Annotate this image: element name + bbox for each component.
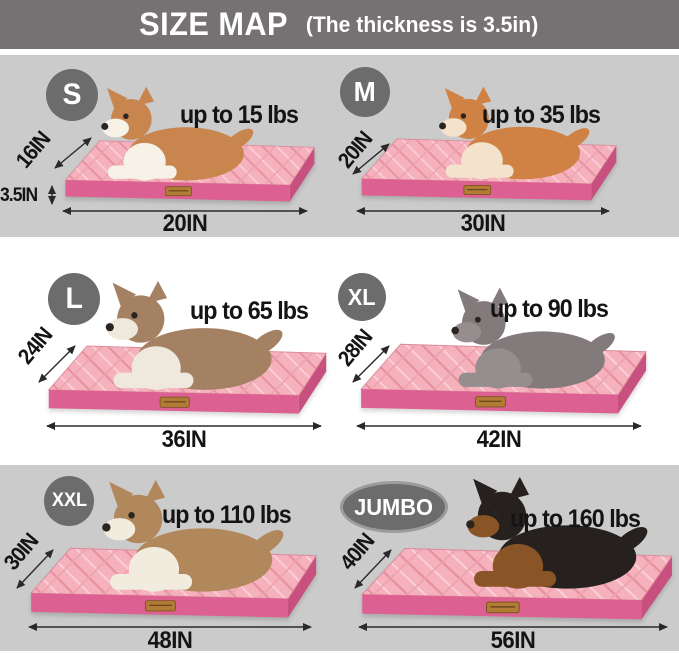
- dog-eye: [128, 512, 135, 519]
- width-dimension-label: 30IN: [360, 210, 605, 238]
- header-bar: SIZE MAP (The thickness is 3.5in): [0, 0, 679, 49]
- row-xxl-jumbo: XXL up to 11: [0, 465, 679, 651]
- size-panel-xxl: XXL up to 11: [0, 465, 340, 651]
- dog-nose: [101, 123, 108, 130]
- width-dimension-label: 42IN: [361, 426, 635, 454]
- doberman-dog-photo: [448, 475, 653, 596]
- dog-eye: [123, 114, 128, 119]
- weight-capacity-label: up to 15 lbs: [180, 101, 298, 130]
- dog-eye: [474, 317, 480, 323]
- dog-nose: [102, 523, 110, 531]
- dog-eye: [131, 312, 137, 318]
- depth-dimension-arrow: [350, 545, 396, 593]
- dog-nose: [439, 122, 446, 129]
- size-badge-label: XL: [348, 284, 376, 311]
- size-badge-label: XXL: [51, 490, 86, 512]
- size-panel-l: L up to 65 l: [0, 237, 340, 465]
- dog-eye: [460, 113, 465, 118]
- size-badge-jumbo: JUMBO: [340, 481, 448, 533]
- depth-dimension-arrow: [34, 341, 80, 387]
- size-grid: S up to 15 l: [0, 55, 679, 651]
- size-badge-label: L: [65, 282, 82, 316]
- depth-dimension-arrow: [348, 341, 394, 387]
- size-panel-xl: XL up to 90: [340, 237, 679, 465]
- thickness-dimension-label: 3.5IN: [0, 185, 37, 207]
- row-small-medium: S up to 15 l: [0, 55, 679, 237]
- row-large-xlarge: L up to 65 l: [0, 237, 679, 465]
- size-badge-label: S: [62, 78, 81, 112]
- depth-dimension-label: 16IN: [11, 127, 56, 174]
- size-panel-m: M up to 35 l: [340, 55, 679, 237]
- size-panel-s: S up to 15 l: [0, 55, 340, 237]
- size-badge-label: M: [353, 76, 375, 108]
- dog-nose: [466, 520, 474, 528]
- weight-capacity-label: up to 65 lbs: [190, 297, 308, 326]
- weight-capacity-label: up to 90 lbs: [490, 295, 608, 324]
- size-panel-jumbo: JUMBO up to: [340, 465, 679, 651]
- weight-capacity-label: up to 160 lbs: [510, 505, 640, 534]
- page-title: SIZE MAP: [139, 6, 288, 43]
- dog-nose: [451, 327, 459, 335]
- dog-eye: [492, 509, 499, 516]
- width-dimension-label: 20IN: [66, 210, 303, 238]
- size-badge-m: M: [340, 67, 390, 117]
- husky-dog-photo: [84, 478, 289, 599]
- dog-nose: [106, 323, 114, 331]
- depth-dimension-arrow: [12, 545, 58, 593]
- depth-dimension-arrow: [50, 133, 96, 173]
- weight-capacity-label: up to 35 lbs: [482, 101, 600, 130]
- size-badge-label: JUMBO: [354, 494, 433, 521]
- width-dimension-label: 36IN: [52, 426, 317, 454]
- thickness-note: (The thickness is 3.5in): [306, 12, 538, 38]
- depth-dimension-arrow: [348, 139, 394, 179]
- size-badge-xl: XL: [338, 273, 386, 321]
- weight-capacity-label: up to 110 lbs: [162, 501, 291, 530]
